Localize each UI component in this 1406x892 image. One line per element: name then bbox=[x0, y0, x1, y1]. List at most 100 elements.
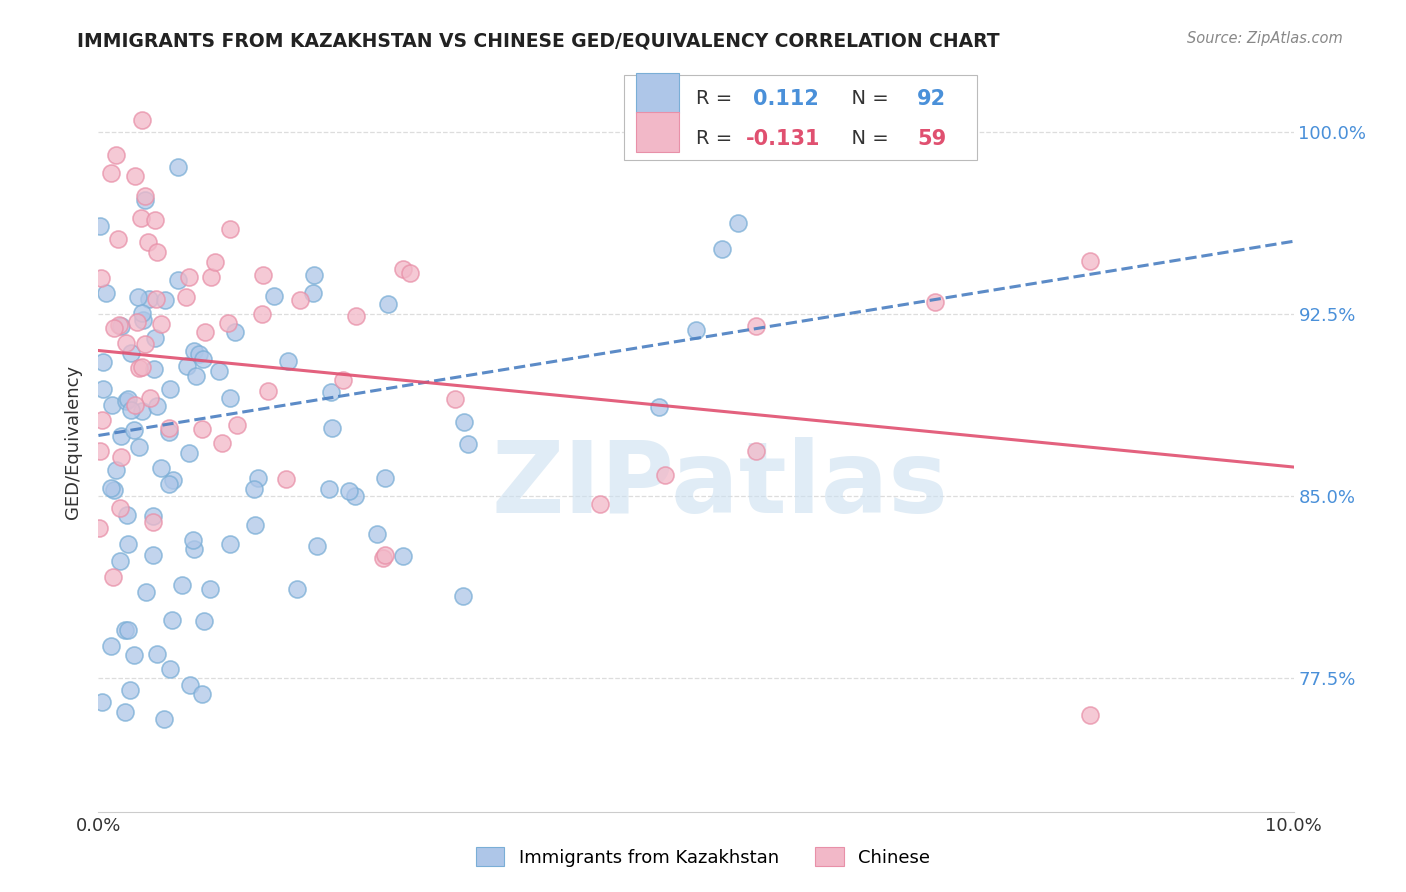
Point bbox=[117, 537, 139, 551]
Point bbox=[1080, 707, 1102, 722]
Point bbox=[105, 148, 128, 162]
Point bbox=[162, 473, 184, 487]
Point bbox=[96, 286, 118, 301]
Point bbox=[246, 471, 269, 485]
Point bbox=[274, 472, 297, 486]
Text: R =: R = bbox=[696, 129, 738, 148]
Point bbox=[1080, 254, 1102, 268]
Point bbox=[183, 344, 205, 359]
Point bbox=[727, 216, 749, 230]
Point bbox=[647, 400, 669, 414]
Point bbox=[145, 292, 167, 306]
Point bbox=[193, 614, 215, 628]
Point bbox=[142, 548, 165, 562]
Point bbox=[108, 318, 131, 332]
Point bbox=[91, 354, 114, 368]
Point bbox=[219, 391, 242, 405]
Point bbox=[115, 508, 138, 522]
Point bbox=[128, 360, 150, 375]
Point bbox=[157, 425, 180, 440]
Bar bbox=[624, 75, 977, 161]
Point bbox=[142, 509, 165, 524]
Point bbox=[344, 309, 367, 323]
Legend: Immigrants from Kazakhstan, Chinese: Immigrants from Kazakhstan, Chinese bbox=[468, 840, 938, 874]
Point bbox=[104, 463, 127, 477]
Point bbox=[120, 403, 142, 417]
Text: 92: 92 bbox=[917, 89, 946, 109]
Point bbox=[110, 429, 132, 443]
Point bbox=[114, 336, 136, 351]
Point bbox=[219, 222, 242, 236]
Point bbox=[87, 521, 110, 535]
Point bbox=[100, 166, 122, 180]
Point bbox=[174, 290, 197, 304]
Point bbox=[307, 539, 329, 553]
Point bbox=[159, 382, 181, 396]
Point bbox=[127, 290, 149, 304]
Point bbox=[224, 325, 246, 339]
Point bbox=[138, 292, 160, 306]
Point bbox=[181, 533, 204, 548]
Point bbox=[120, 345, 142, 359]
Point bbox=[124, 423, 146, 437]
Point bbox=[131, 359, 153, 374]
Point bbox=[89, 219, 111, 234]
Point bbox=[177, 270, 200, 285]
Point bbox=[392, 262, 415, 277]
Point bbox=[252, 268, 274, 282]
Point bbox=[138, 391, 160, 405]
Point bbox=[108, 500, 131, 515]
Point bbox=[143, 212, 166, 227]
Point bbox=[176, 359, 198, 374]
Point bbox=[245, 518, 267, 533]
Point bbox=[134, 336, 156, 351]
Bar bbox=[637, 72, 679, 112]
Text: Source: ZipAtlas.com: Source: ZipAtlas.com bbox=[1187, 31, 1343, 46]
Point bbox=[191, 687, 214, 701]
Text: -0.131: -0.131 bbox=[747, 129, 821, 149]
Point bbox=[321, 420, 343, 434]
Point bbox=[114, 623, 136, 637]
Point bbox=[219, 537, 242, 551]
Point bbox=[103, 321, 125, 335]
Point bbox=[179, 446, 201, 460]
Point bbox=[128, 440, 150, 454]
Point bbox=[90, 413, 112, 427]
Point bbox=[332, 373, 354, 387]
Point bbox=[157, 421, 180, 435]
Point bbox=[302, 268, 325, 282]
Point bbox=[124, 648, 146, 662]
Text: 59: 59 bbox=[917, 129, 946, 149]
Point bbox=[263, 289, 285, 303]
Point bbox=[146, 399, 169, 413]
Point bbox=[131, 306, 153, 320]
Point bbox=[193, 352, 215, 367]
Point bbox=[134, 193, 156, 207]
Point bbox=[124, 398, 146, 412]
Point bbox=[149, 318, 172, 332]
Text: N =: N = bbox=[839, 89, 896, 109]
Point bbox=[145, 245, 167, 260]
Point bbox=[250, 307, 273, 321]
Point bbox=[117, 392, 139, 407]
Point bbox=[103, 483, 125, 498]
Point bbox=[183, 541, 205, 556]
Point bbox=[100, 481, 122, 495]
Point bbox=[167, 160, 190, 174]
Point bbox=[217, 316, 239, 330]
Point bbox=[194, 325, 217, 339]
Bar bbox=[637, 112, 679, 152]
Point bbox=[211, 435, 233, 450]
Point bbox=[285, 582, 308, 597]
Point bbox=[89, 444, 111, 458]
Point bbox=[198, 582, 221, 597]
Point bbox=[124, 169, 146, 184]
Point bbox=[132, 313, 155, 327]
Point bbox=[200, 270, 222, 285]
Point bbox=[91, 382, 114, 396]
Point bbox=[143, 331, 166, 345]
Point bbox=[443, 392, 465, 407]
Point bbox=[167, 273, 190, 287]
Point bbox=[924, 295, 946, 310]
Point bbox=[745, 443, 768, 458]
